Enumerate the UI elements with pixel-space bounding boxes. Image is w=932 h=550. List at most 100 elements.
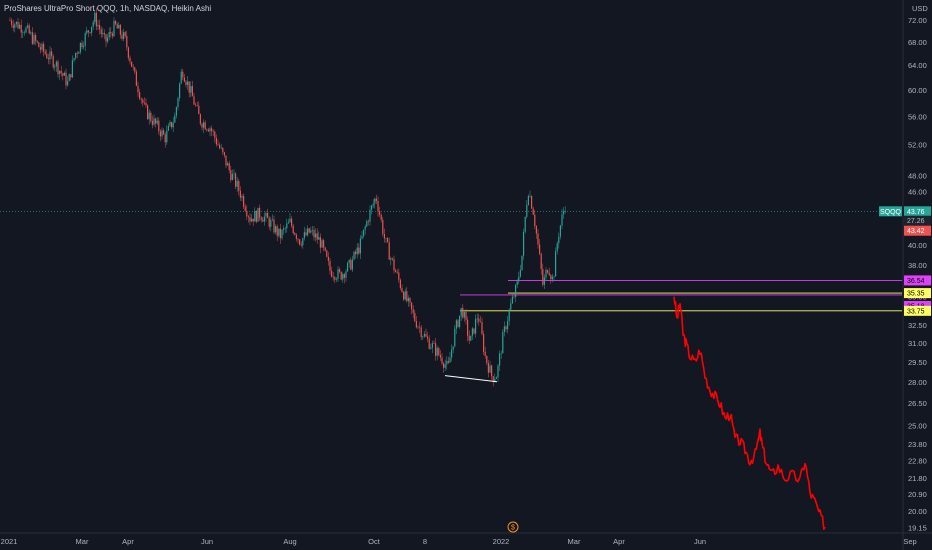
candle-body — [207, 129, 209, 132]
candle-body — [388, 242, 390, 260]
candle-body — [38, 42, 40, 48]
candle-body — [455, 320, 457, 329]
candle-body — [166, 130, 168, 143]
candle-body — [380, 214, 382, 220]
candle-body — [319, 237, 321, 248]
candle-body — [415, 321, 417, 328]
candle-body — [305, 232, 307, 236]
candle-body — [473, 328, 475, 334]
x-tick-label: 8 — [423, 537, 427, 546]
candle-body — [507, 320, 509, 330]
candle-body — [337, 269, 339, 279]
candle-body — [366, 221, 368, 227]
chart-title: ProShares UltraPro Short QQQ, 1h, NASDAQ… — [4, 4, 212, 13]
candle-body — [158, 120, 160, 132]
candle-body — [292, 225, 294, 234]
candle-body — [275, 226, 277, 233]
candle-body — [67, 81, 69, 86]
candle-body — [283, 228, 285, 231]
candle-body — [220, 147, 222, 149]
candle-body — [236, 180, 238, 187]
price-tag-label: 33.75 — [907, 308, 925, 315]
candle-body — [391, 258, 393, 260]
candle-body — [63, 72, 65, 76]
x-tick-label: Aug — [283, 537, 296, 546]
candle-body — [331, 270, 333, 277]
candle-body — [177, 97, 179, 108]
candle-body — [526, 204, 528, 217]
candle-body — [126, 35, 128, 48]
candle-body — [548, 272, 550, 276]
candle-body — [348, 259, 350, 263]
candle-body — [209, 128, 211, 132]
candle-body — [414, 312, 416, 322]
candle-body — [70, 74, 72, 78]
candle-body — [260, 217, 262, 220]
price-tag-label: 36.54 — [907, 278, 925, 285]
candle-body — [203, 122, 205, 128]
candle-body — [502, 332, 504, 354]
candle-body — [191, 86, 193, 97]
candle-body — [395, 270, 397, 273]
candle-body — [97, 25, 99, 27]
candle-body — [481, 322, 483, 335]
candle-body — [535, 226, 537, 234]
candle-body — [254, 210, 256, 222]
candle-body — [89, 32, 91, 33]
candle-body — [449, 357, 451, 363]
candle-body — [527, 196, 529, 205]
candle-body — [436, 348, 438, 356]
candle-body — [27, 25, 29, 28]
y-tick-label: 26.50 — [908, 399, 927, 408]
candle-body — [59, 70, 61, 75]
candle-body — [87, 30, 89, 33]
candle-body — [273, 219, 275, 233]
candle-body — [387, 238, 389, 243]
candle-body — [555, 251, 557, 277]
candle-body — [295, 234, 297, 239]
x-tick-label: Jun — [694, 537, 706, 546]
candle-body — [76, 52, 78, 54]
x-tick-label: Sep — [903, 537, 916, 546]
candle-body — [233, 173, 235, 175]
candle-body — [259, 207, 261, 218]
price-tag-label: 43.42 — [907, 228, 925, 235]
candle-body — [123, 32, 125, 40]
candle-body — [135, 71, 137, 86]
candle-body — [262, 219, 264, 222]
price-tag — [904, 225, 931, 236]
candle-body — [230, 170, 232, 181]
candle-body — [417, 326, 419, 328]
x-tick-label: Mar — [568, 537, 581, 546]
candle-body — [12, 24, 14, 28]
candle-body — [54, 66, 56, 68]
candle-body — [483, 334, 485, 352]
y-tick-label: 68.00 — [908, 38, 927, 47]
candle-body — [484, 351, 486, 356]
candle-body — [428, 338, 430, 349]
dollar-circle-icon — [507, 521, 519, 533]
candle-body — [211, 128, 213, 132]
candle-body — [92, 22, 94, 27]
candle-body — [499, 353, 501, 366]
candle-body — [318, 237, 320, 240]
candle-body — [73, 58, 75, 61]
candle-body — [47, 58, 49, 60]
candle-body — [41, 43, 43, 50]
candle-body — [340, 271, 342, 280]
candle-body — [159, 131, 161, 137]
candle-body — [345, 271, 347, 278]
x-tick-label: Mar — [76, 537, 89, 546]
candle-body — [327, 256, 329, 261]
candle-body — [55, 61, 57, 67]
candle-body — [249, 217, 251, 222]
candle-body — [279, 228, 281, 239]
candle-body — [427, 336, 429, 339]
candle-body — [215, 137, 217, 145]
y-tick-label: 64.00 — [908, 61, 927, 70]
candle-body — [167, 125, 169, 131]
candle-body — [409, 297, 411, 303]
